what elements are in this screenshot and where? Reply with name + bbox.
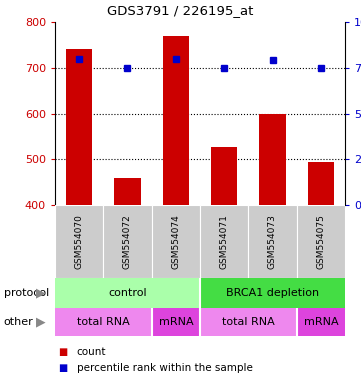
Text: mRNA: mRNA: [158, 317, 193, 327]
Bar: [152, 308, 200, 336]
Bar: [200, 308, 297, 336]
Text: GSM554075: GSM554075: [316, 214, 325, 269]
Text: GSM554073: GSM554073: [268, 214, 277, 269]
Bar: [297, 205, 345, 278]
Bar: [66, 50, 92, 205]
Text: percentile rank within the sample: percentile rank within the sample: [77, 363, 253, 373]
Bar: [200, 205, 248, 278]
Text: GSM554071: GSM554071: [219, 214, 229, 269]
Text: ▶: ▶: [36, 316, 45, 328]
Bar: [162, 36, 189, 205]
Text: control: control: [108, 288, 147, 298]
Text: GDS3791 / 226195_at: GDS3791 / 226195_at: [107, 4, 254, 17]
Text: other: other: [4, 317, 33, 327]
Text: mRNA: mRNA: [304, 317, 338, 327]
Text: ■: ■: [58, 363, 68, 373]
Bar: [200, 278, 345, 308]
Bar: [114, 177, 141, 205]
Text: BRCA1 depletion: BRCA1 depletion: [226, 288, 319, 298]
Bar: [248, 205, 297, 278]
Text: GSM554072: GSM554072: [123, 214, 132, 269]
Text: ▶: ▶: [36, 286, 45, 300]
Text: protocol: protocol: [4, 288, 49, 298]
Bar: [103, 205, 152, 278]
Text: total RNA: total RNA: [222, 317, 275, 327]
Bar: [55, 278, 200, 308]
Bar: [259, 114, 286, 205]
Text: total RNA: total RNA: [77, 317, 130, 327]
Bar: [55, 205, 103, 278]
Bar: [211, 147, 238, 205]
Bar: [308, 162, 334, 205]
Bar: [55, 308, 152, 336]
Text: count: count: [77, 347, 106, 357]
Text: GSM554074: GSM554074: [171, 214, 180, 269]
Text: GSM554070: GSM554070: [75, 214, 84, 269]
Bar: [152, 205, 200, 278]
Bar: [297, 308, 345, 336]
Text: ■: ■: [58, 347, 68, 357]
